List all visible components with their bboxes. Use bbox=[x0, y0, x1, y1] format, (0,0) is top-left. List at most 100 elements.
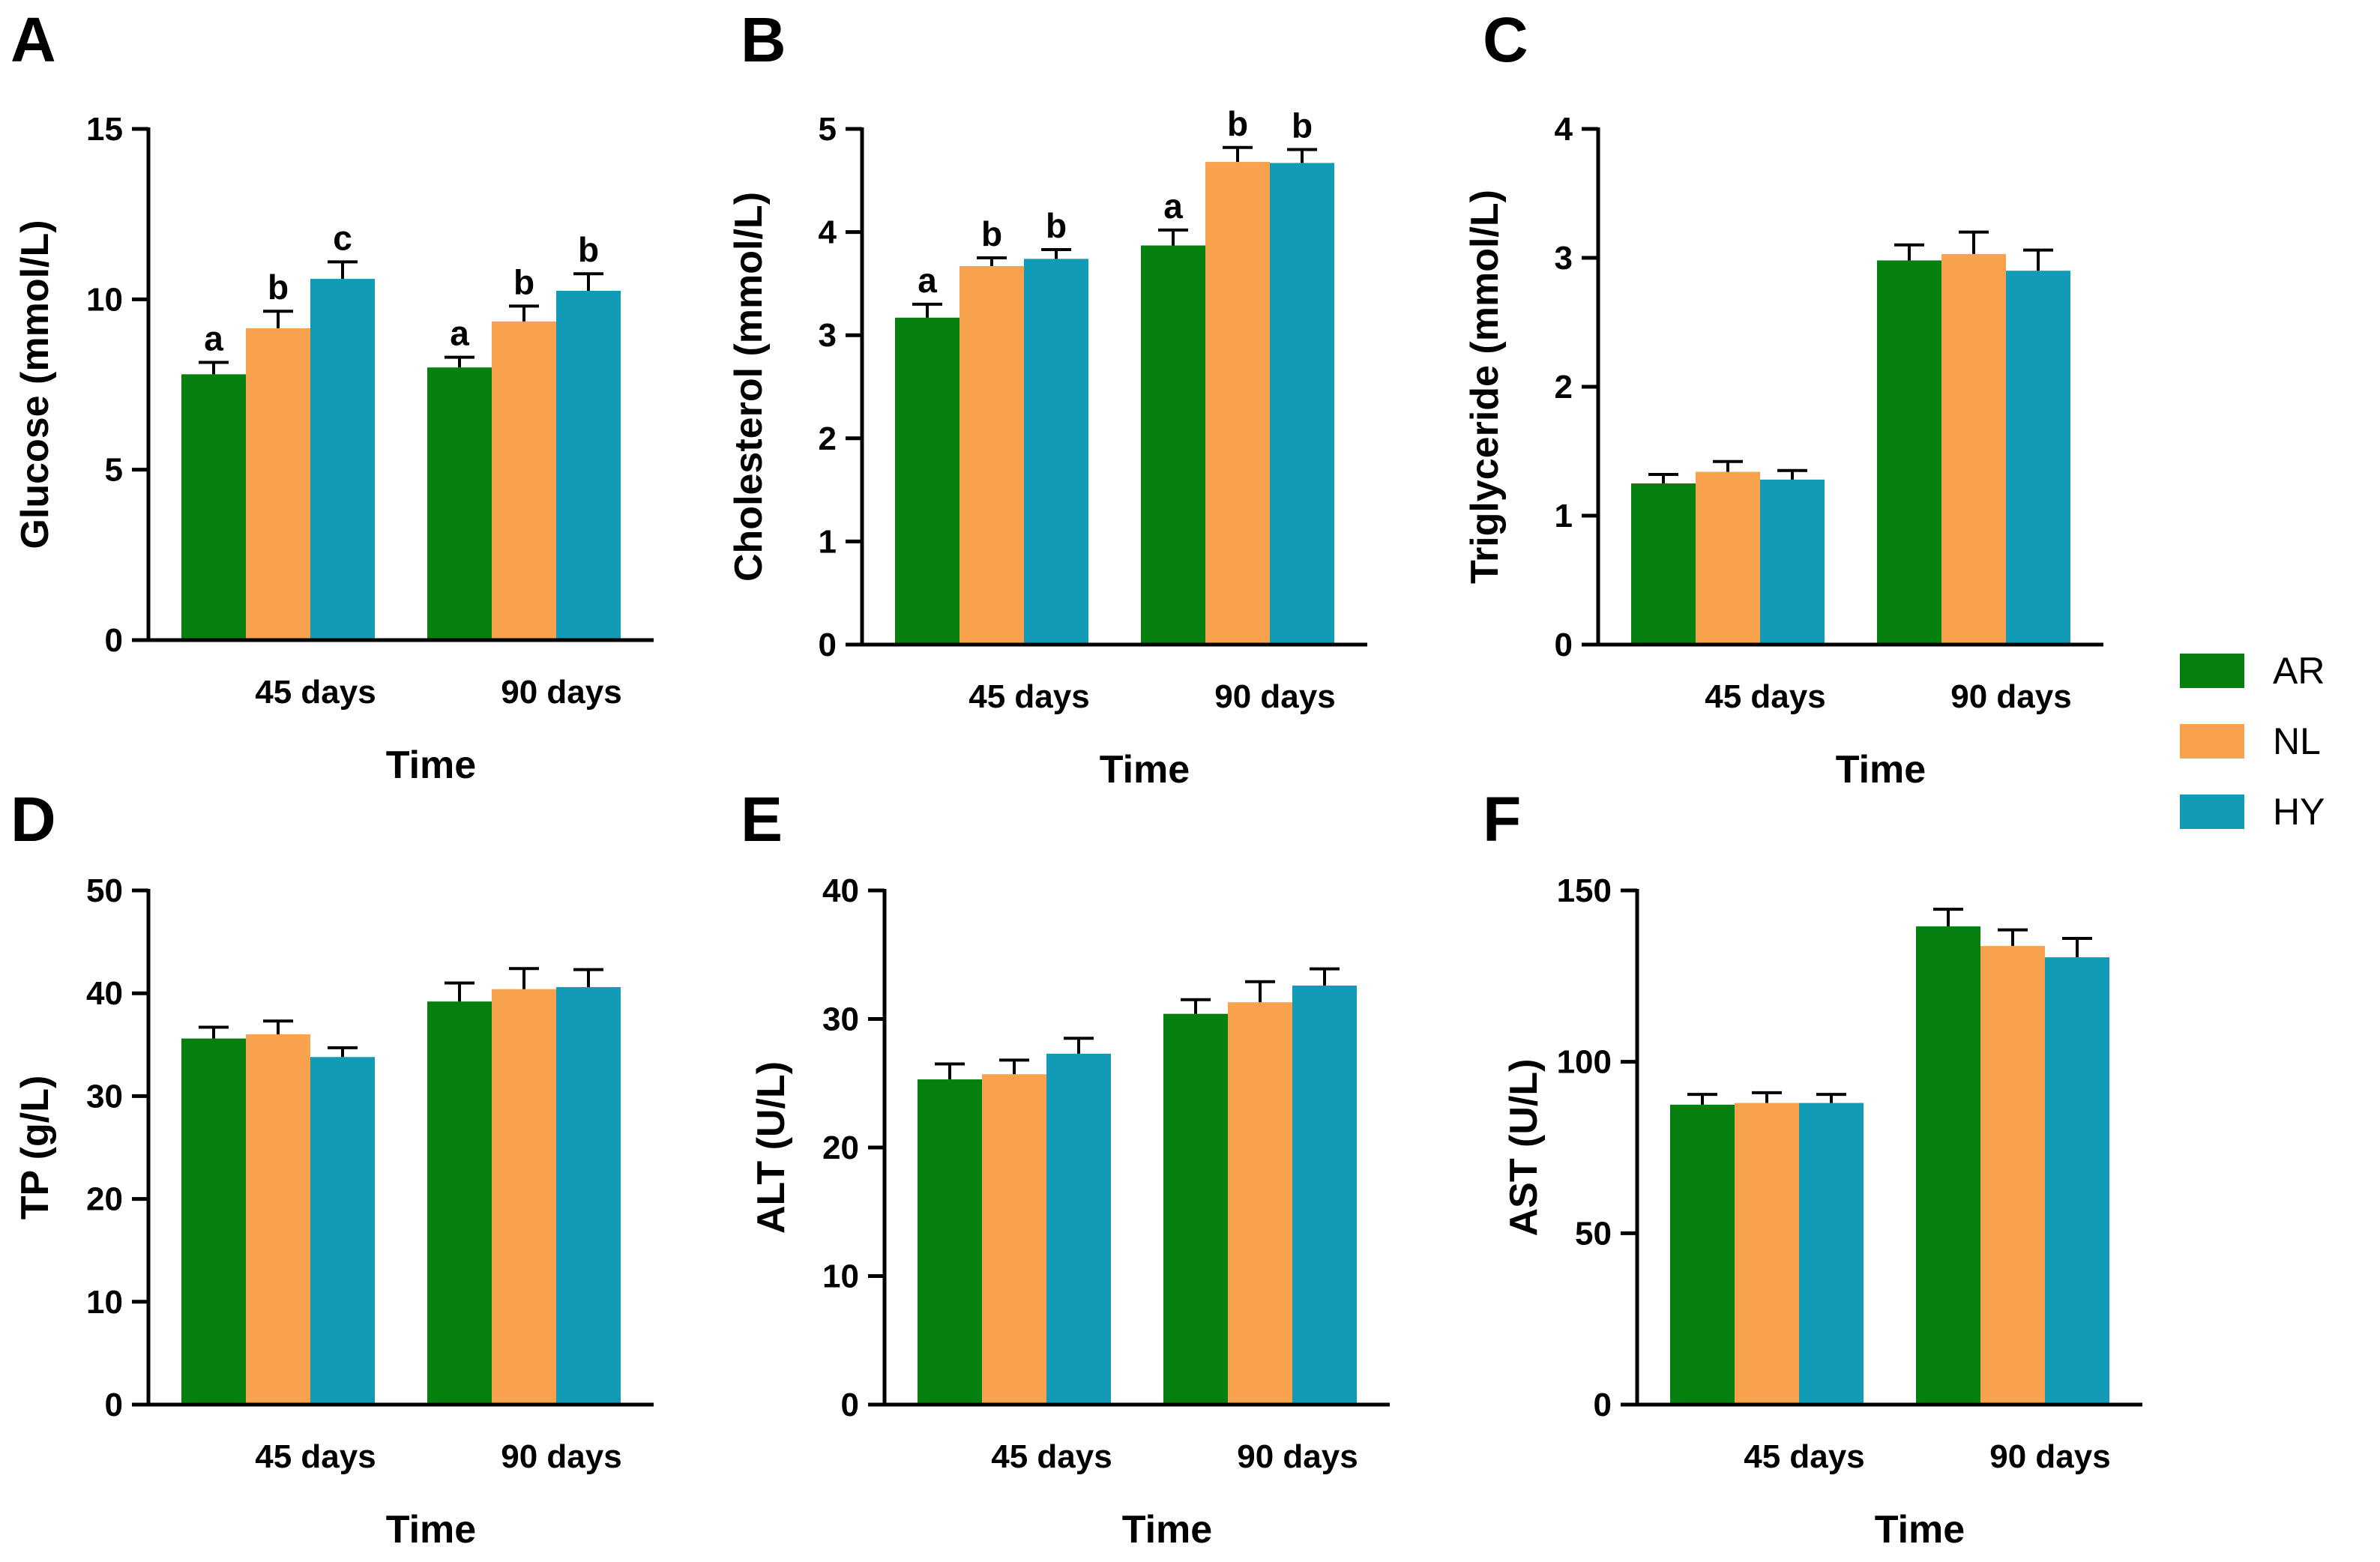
bar-hy-90-days bbox=[556, 290, 621, 640]
y-axis-title: Glucose (mmol/L) bbox=[13, 220, 57, 549]
y-axis-title: ALT (U/L) bbox=[750, 1061, 793, 1234]
x-axis-title: Time bbox=[1836, 748, 1926, 791]
y-tick-label: 1 bbox=[819, 523, 837, 560]
y-tick-label: 4 bbox=[1555, 111, 1573, 148]
bar-ar-45-days bbox=[1670, 1104, 1735, 1405]
legend-label-nl: NL bbox=[2273, 720, 2321, 762]
significance-label: b bbox=[1227, 104, 1248, 143]
bar-ar-45-days bbox=[181, 1038, 246, 1405]
bar-hy-45-days bbox=[1799, 1103, 1864, 1405]
bar-nl-45-days bbox=[1696, 471, 1760, 645]
panel-letter: F bbox=[1483, 784, 1521, 854]
bar-nl-90-days bbox=[1228, 1002, 1292, 1405]
y-axis-title: Cholesterol (mmol/L) bbox=[727, 192, 771, 582]
significance-label: b bbox=[1292, 106, 1313, 145]
x-tick-label: 90 days bbox=[501, 1438, 621, 1475]
y-tick-label: 10 bbox=[822, 1258, 859, 1295]
legend-swatch-hy bbox=[2180, 794, 2244, 829]
bar-ar-90-days bbox=[427, 1001, 492, 1405]
y-tick-label: 4 bbox=[819, 214, 837, 251]
bar-hy-90-days bbox=[2006, 271, 2070, 645]
y-tick-label: 40 bbox=[86, 975, 123, 1012]
x-axis-title: Time bbox=[1100, 748, 1190, 791]
significance-label: b bbox=[513, 262, 534, 301]
y-tick-label: 30 bbox=[86, 1078, 123, 1115]
y-tick-label: 150 bbox=[1557, 872, 1612, 909]
y-axis-title: AST (U/L) bbox=[1502, 1059, 1546, 1237]
y-tick-label: 15 bbox=[86, 111, 123, 148]
x-tick-label: 90 days bbox=[1237, 1438, 1358, 1475]
bar-ar-90-days bbox=[1877, 260, 1941, 645]
x-tick-label: 90 days bbox=[1950, 678, 2071, 715]
bar-hy-45-days bbox=[310, 1057, 375, 1405]
x-tick-label: 90 days bbox=[1989, 1438, 2110, 1475]
bar-nl-90-days bbox=[1941, 253, 2006, 645]
significance-label: a bbox=[918, 261, 937, 300]
y-tick-label: 0 bbox=[1594, 1387, 1612, 1423]
y-tick-label: 2 bbox=[1555, 369, 1573, 405]
bar-nl-45-days bbox=[959, 266, 1024, 645]
y-tick-label: 0 bbox=[841, 1387, 859, 1423]
y-axis-title: TP (g/L) bbox=[13, 1076, 57, 1220]
bar-ar-90-days bbox=[1141, 245, 1205, 645]
panel-f: F 45 days 90 days 0 50 100 150 Time AST (U/L) bbox=[1483, 784, 2142, 1552]
bar-nl-45-days bbox=[246, 328, 310, 640]
x-tick-label: 90 days bbox=[1214, 678, 1335, 715]
panel-letter: A bbox=[10, 4, 56, 75]
significance-label: a bbox=[1163, 187, 1183, 226]
significance-label: b bbox=[578, 230, 599, 269]
bar-ar-90-days bbox=[1916, 926, 1980, 1405]
y-tick-label: 20 bbox=[86, 1181, 123, 1218]
x-tick-label: 45 days bbox=[991, 1438, 1112, 1475]
y-tick-label: 30 bbox=[822, 1001, 859, 1038]
bar-ar-45-days bbox=[181, 374, 246, 640]
legend-label-ar: AR bbox=[2273, 650, 2325, 692]
panel-letter: E bbox=[741, 784, 783, 854]
y-tick-label: 10 bbox=[86, 281, 123, 318]
bar-nl-90-days bbox=[1980, 946, 2045, 1405]
bar-nl-45-days bbox=[1735, 1103, 1799, 1405]
bar-hy-45-days bbox=[1046, 1053, 1111, 1405]
y-tick-label: 100 bbox=[1557, 1044, 1612, 1081]
bar-hy-90-days bbox=[1292, 985, 1357, 1405]
bar-nl-90-days bbox=[492, 321, 556, 640]
bar-nl-90-days bbox=[492, 989, 556, 1405]
significance-label: c bbox=[333, 218, 352, 257]
bar-ar-90-days bbox=[1163, 1013, 1228, 1405]
y-tick-label: 40 bbox=[822, 872, 859, 909]
legend-swatch-ar bbox=[2180, 654, 2244, 688]
panel-letter: D bbox=[10, 784, 56, 854]
panel-letter: B bbox=[741, 4, 786, 75]
x-axis-title: Time bbox=[386, 1508, 476, 1552]
legend: AR NL HY bbox=[2180, 650, 2325, 833]
x-tick-label: 45 days bbox=[255, 1438, 376, 1475]
y-tick-label: 0 bbox=[819, 627, 837, 663]
x-tick-label: 45 days bbox=[1705, 678, 1825, 715]
significance-label: b bbox=[268, 268, 289, 307]
significance-label: b bbox=[1046, 206, 1067, 245]
y-tick-label: 3 bbox=[819, 317, 837, 354]
bar-ar-45-days bbox=[895, 317, 959, 645]
bar-nl-90-days bbox=[1205, 162, 1270, 645]
bar-nl-45-days bbox=[982, 1074, 1046, 1405]
bar-ar-45-days bbox=[918, 1079, 982, 1405]
bar-ar-45-days bbox=[1631, 483, 1696, 645]
y-tick-label: 3 bbox=[1555, 240, 1573, 277]
x-axis-title: Time bbox=[1122, 1508, 1212, 1552]
x-tick-label: 90 days bbox=[501, 674, 621, 711]
significance-label: b bbox=[981, 214, 1002, 253]
x-axis-title: Time bbox=[1875, 1508, 1965, 1552]
y-tick-label: 20 bbox=[822, 1130, 859, 1166]
legend-label-hy: HY bbox=[2273, 791, 2325, 833]
significance-label: a bbox=[204, 319, 223, 358]
y-tick-label: 10 bbox=[86, 1284, 123, 1321]
bar-hy-90-days bbox=[1270, 163, 1334, 645]
bar-hy-90-days bbox=[556, 986, 621, 1405]
panel-b: Ba b b 45 days a b b 90 days 0 1 2 3 4 5 Time Cholester… bbox=[727, 4, 1367, 791]
panel-d: D 45 days 90 days 0 10 20 30 40 50 Time TP (g/L) bbox=[10, 784, 654, 1552]
legend-swatch-nl bbox=[2180, 724, 2244, 759]
bar-nl-45-days bbox=[246, 1034, 310, 1405]
x-tick-label: 45 days bbox=[255, 674, 376, 711]
bar-hy-45-days bbox=[1024, 259, 1088, 645]
